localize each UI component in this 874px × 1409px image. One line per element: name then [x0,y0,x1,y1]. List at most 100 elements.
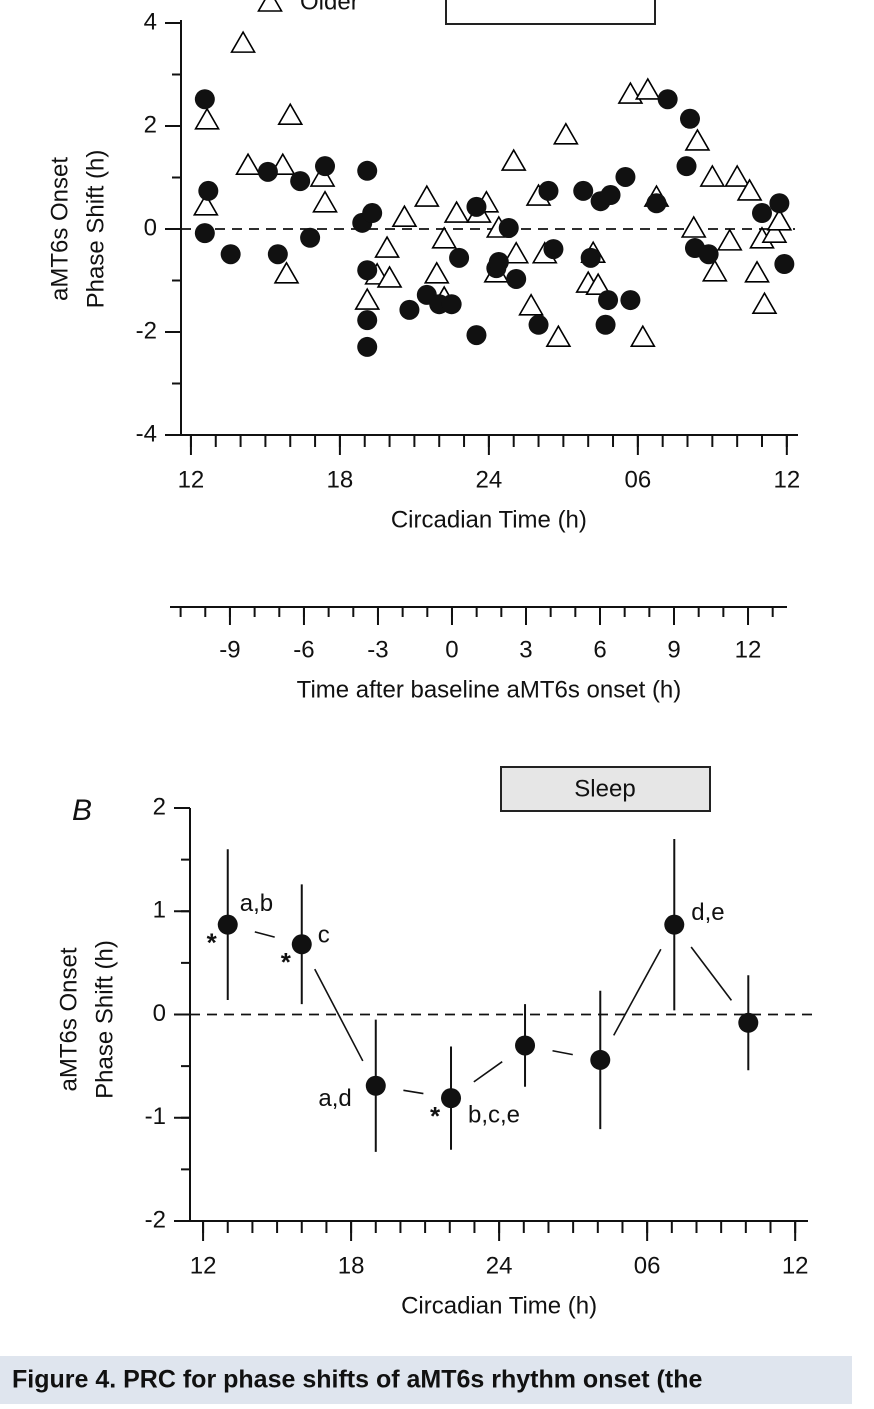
point [716,228,743,251]
point [309,164,336,187]
point [543,239,564,260]
x2-axis-label: Time after baseline aMT6s onset (h) [297,676,682,703]
connector [473,1061,503,1083]
point [595,314,616,335]
point [431,226,458,249]
connector [403,1089,424,1095]
point [198,180,219,201]
point [528,314,549,335]
x-tick-label: 12 [782,1252,809,1279]
y-tick-label: -2 [145,1206,166,1233]
y-axis-label: Phase Shift (h) [82,150,109,309]
y-tick-label: 2 [153,793,166,820]
point [676,156,697,177]
x2-tick-label: -9 [219,636,240,663]
point [273,261,300,284]
connector [552,1049,573,1056]
point [545,324,572,347]
point [769,193,790,214]
point [680,215,707,238]
sleep-box [500,766,711,812]
x2-tick-label: 6 [593,636,606,663]
point [374,235,400,258]
point [362,203,383,224]
point [590,1049,611,1070]
point [761,220,788,243]
y-tick-label: -1 [145,1103,166,1130]
sleep-box [445,0,656,25]
point-label: a,b [240,890,273,917]
y-axis-label: aMT6s Onset [55,947,82,1091]
point [620,290,641,311]
x2-tick-label: 12 [735,636,762,663]
connector [613,948,662,1036]
x-tick-label: 06 [625,466,652,493]
point [449,247,470,268]
connector [690,946,733,1001]
significance-flag: * [430,1101,441,1131]
y-tick-label: 4 [144,8,157,35]
point [515,1035,536,1056]
connector [314,968,364,1062]
point [365,1075,386,1096]
point [751,203,772,224]
point [744,260,770,283]
point [354,287,381,310]
x2-tick-label: 9 [667,636,680,663]
caption-band [0,1356,852,1404]
x-tick-label: 24 [486,1252,513,1279]
point [684,128,711,151]
y-tick-label: 1 [153,897,166,924]
y-tick-label: 0 [153,1000,166,1027]
series-circle [194,89,795,357]
point [220,244,241,265]
point [357,160,378,181]
point [257,161,278,182]
point [357,310,378,331]
series-triangle [192,30,793,347]
point [699,164,726,187]
y-tick-label: -2 [136,317,157,344]
point [629,324,656,347]
point [724,164,751,187]
point [538,180,559,201]
point-label: c [318,922,330,949]
point [657,89,678,110]
point [580,247,601,268]
point [698,244,719,265]
point [498,217,519,238]
x2-tick-label: -6 [293,636,314,663]
connector [254,931,275,938]
point [679,108,700,129]
point [267,244,288,265]
x-tick-label: 18 [327,466,354,493]
panel-letter: B [72,794,92,827]
point [194,223,215,244]
point [399,299,420,320]
x2-tick-label: 0 [445,636,458,663]
y-axis-label: Phase Shift (h) [91,940,118,1099]
point [235,152,261,175]
point [646,193,667,214]
point [312,190,338,213]
point [315,156,336,177]
caption: Figure 4. PRC for phase shifts of aMT6s … [12,1366,702,1394]
point [277,102,304,126]
point [441,1088,462,1109]
point [615,166,636,187]
point-label: a,d [318,1085,351,1112]
point [634,77,661,100]
x-tick-label: 12 [773,466,800,493]
y-tick-label: 2 [144,111,157,138]
point [585,272,612,295]
point [391,204,418,227]
legend-marker [257,0,283,12]
point [230,30,256,53]
x2-tick-label: 3 [519,636,532,663]
x-tick-label: 12 [178,466,205,493]
point [194,89,215,110]
point [194,107,220,130]
point [291,934,312,955]
